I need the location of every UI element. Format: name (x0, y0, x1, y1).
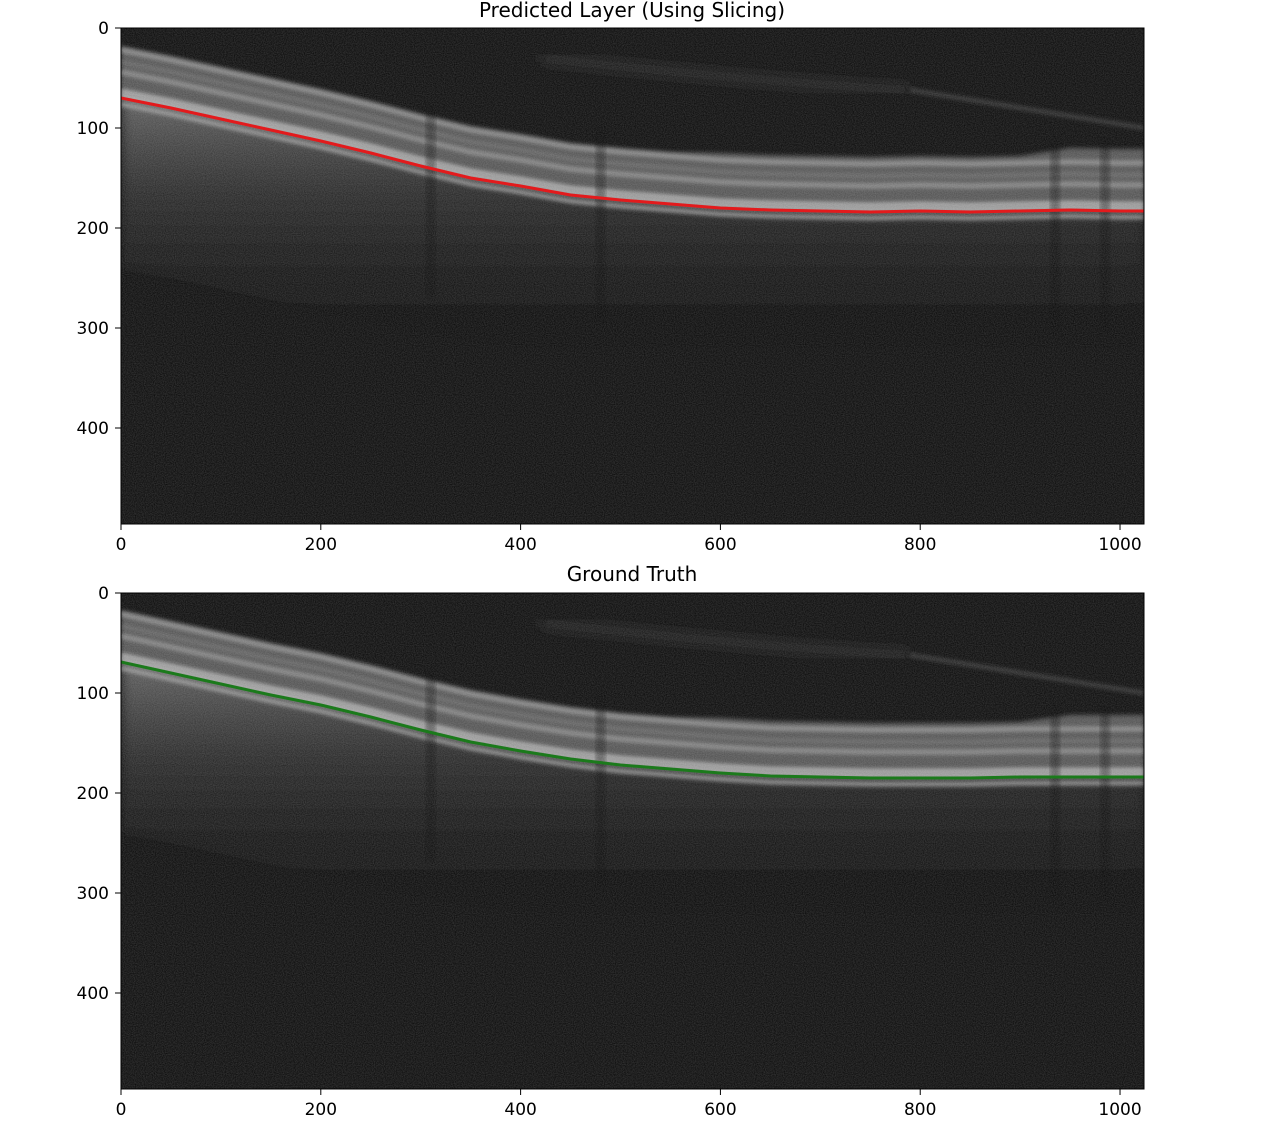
x-tick-label: 400 (504, 1100, 536, 1120)
x-tick-label: 200 (305, 535, 337, 555)
x-tick-label: 0 (116, 535, 127, 555)
chart-panel-ground-truth: Ground Truth 0 200 400 600 800 1000 0 100 200 30… (77, 562, 1145, 1120)
x-tick-label: 200 (305, 1100, 337, 1120)
x-tick-label: 0 (116, 1100, 127, 1120)
y-tick-label: 200 (77, 219, 109, 239)
y-tick-label: 400 (77, 984, 109, 1004)
axes-frame (120, 592, 1145, 1090)
x-tick-label: 800 (904, 1100, 936, 1120)
series-line (121, 96, 1144, 214)
oct-image (121, 593, 1144, 1089)
plot-area (120, 27, 1145, 525)
axes-frame (120, 27, 1145, 525)
x-tick-label: 1000 (1098, 535, 1141, 555)
x-tick-label: 800 (904, 535, 936, 555)
y-axis: 0 100 200 300 400 (77, 584, 121, 1004)
chart-title: Ground Truth (567, 562, 698, 586)
y-tick-label: 0 (98, 584, 109, 604)
y-tick-label: 100 (77, 119, 109, 139)
x-axis: 0 200 400 600 800 1000 (116, 524, 1142, 555)
series-line (121, 660, 1144, 780)
y-tick-label: 400 (77, 419, 109, 439)
x-tick-label: 1000 (1098, 1100, 1141, 1120)
x-axis: 0 200 400 600 800 1000 (116, 1089, 1142, 1120)
y-tick-label: 100 (77, 684, 109, 704)
x-tick-label: 600 (704, 535, 736, 555)
y-axis: 0 100 200 300 400 (77, 19, 121, 439)
oct-image (121, 28, 1144, 524)
plot-area (120, 592, 1145, 1090)
x-tick-label: 600 (704, 1100, 736, 1120)
y-tick-label: 300 (77, 884, 109, 904)
y-tick-label: 200 (77, 784, 109, 804)
x-tick-label: 400 (504, 535, 536, 555)
y-tick-label: 300 (77, 319, 109, 339)
chart-title: Predicted Layer (Using Slicing) (479, 0, 785, 22)
chart-panel-predicted: Predicted Layer (Using Slicing) 0 200 400 6… (77, 0, 1145, 555)
y-tick-label: 0 (98, 19, 109, 39)
